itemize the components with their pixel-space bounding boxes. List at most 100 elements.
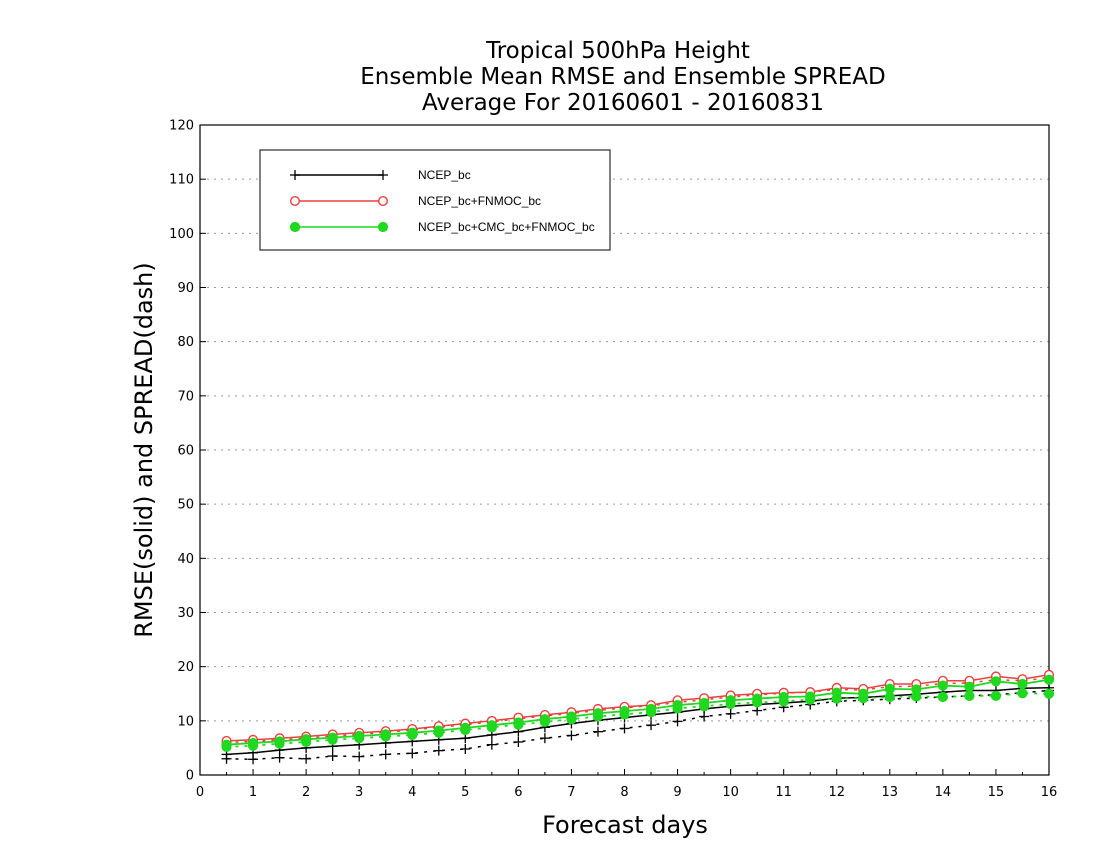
- rmse-point-ncep-bc-cmc-bc-fnmoc-bc: [433, 725, 444, 736]
- spread-point-ncep-bc: [672, 716, 683, 727]
- spread-point-ncep-bc: [380, 749, 391, 760]
- chart-title: Tropical 500hPa Height Ensemble Mean RMS…: [360, 38, 885, 116]
- y-tick-label: 90: [177, 281, 194, 296]
- rmse-point-ncep-bc-cmc-bc-fnmoc-bc: [672, 700, 683, 711]
- y-axis: 0 10 20 30 40 50 60 70 80 90 100 110 120: [169, 119, 206, 784]
- spread-point-ncep-bc-cmc-bc-fnmoc-bc: [937, 691, 948, 703]
- rmse-point-ncep-bc-cmc-bc-fnmoc-bc: [566, 711, 577, 722]
- spread-point-ncep-bc: [513, 736, 524, 747]
- rmse-point-ncep-bc-cmc-bc-fnmoc-bc: [725, 695, 736, 706]
- rmse-point-ncep-bc-cmc-bc-fnmoc-bc: [327, 732, 338, 743]
- rmse-point-ncep-bc-cmc-bc-fnmoc-bc: [1043, 674, 1055, 685]
- rmse-line-ncep-bc-fnmoc-bc: [226, 674, 1050, 742]
- y-tick-label: 70: [177, 389, 194, 404]
- x-tick-label: 12: [828, 785, 845, 800]
- spread-point-ncep-bc: [592, 726, 603, 737]
- rmse-point-ncep-bc-cmc-bc-fnmoc-bc: [301, 734, 312, 745]
- spread-point-ncep-bc-cmc-bc-fnmoc-bc: [1043, 688, 1055, 699]
- rmse-point-ncep-bc-cmc-bc-fnmoc-bc: [247, 737, 259, 749]
- rmse-point-ncep-bc-cmc-bc-fnmoc-bc: [274, 736, 285, 747]
- spread-point-ncep-bc: [619, 723, 630, 734]
- title-line-3: Average For 20160601 - 20160831: [422, 90, 824, 116]
- y-axis-title: RMSE(solid) and SPREAD(dash): [130, 262, 158, 638]
- grid: [200, 178, 1049, 722]
- rmse-point-ncep-bc-cmc-bc-fnmoc-bc: [354, 730, 365, 742]
- rmse-point-ncep-bc-cmc-bc-fnmoc-bc: [911, 684, 922, 695]
- rmse-point-ncep-bc-cmc-bc-fnmoc-bc: [858, 688, 869, 699]
- x-tick-label: 7: [567, 785, 575, 800]
- spread-point-ncep-bc-cmc-bc-fnmoc-bc: [1017, 688, 1028, 699]
- legend-label: NCEP_bc+CMC_bc+FNMOC_bc: [418, 220, 595, 234]
- legend-item-ncep-bc-fnmoc-bc: NCEP_bc+FNMOC_bc: [290, 194, 541, 208]
- spread-point-ncep-bc: [433, 745, 444, 756]
- title-line-1: Tropical 500hPa Height: [485, 38, 750, 64]
- x-tick-label: 14: [935, 785, 952, 800]
- spread-point-ncep-bc-cmc-bc-fnmoc-bc: [964, 690, 975, 702]
- rmse-point-ncep-bc-cmc-bc-fnmoc-bc: [221, 739, 232, 750]
- x-tick-label: 0: [196, 785, 204, 800]
- x-tick-label: 10: [722, 785, 739, 800]
- rmse-point-ncep-bc-cmc-bc-fnmoc-bc: [937, 680, 948, 691]
- rmse-point-ncep-bc-cmc-bc-fnmoc-bc: [619, 705, 630, 717]
- rmse-point-ncep-bc-cmc-bc-fnmoc-bc: [778, 691, 789, 703]
- rmse-point-ncep-bc-cmc-bc-fnmoc-bc: [645, 703, 657, 715]
- rmse-line-ncep-bc-cmc-bc-fnmoc-bc: [226, 678, 1050, 746]
- legend: NCEP_bc NCEP_bc+FNMOC_bc NCEP_bc+CMC_bc+FN…: [259, 149, 611, 251]
- x-axis: 0 1 2 3 4 5 6 7 8 9 10 11 12 13 14 15 16: [196, 769, 1057, 800]
- spread-line-ncep-bc: [226, 689, 1050, 761]
- legend-box: [259, 149, 611, 251]
- legend-item-ncep-bc: NCEP_bc: [290, 168, 471, 182]
- y-tick-label: 80: [177, 335, 194, 350]
- spread-point-ncep-bc: [646, 720, 657, 731]
- legend-marker: [289, 221, 301, 233]
- y-tick-label: 60: [177, 444, 194, 459]
- x-tick-label: 9: [673, 785, 681, 800]
- title-line-2: Ensemble Mean RMSE and Ensemble SPREAD: [360, 64, 885, 90]
- legend-label: NCEP_bc: [418, 168, 471, 182]
- x-tick-label: 8: [620, 785, 628, 800]
- x-tick-label: 4: [408, 785, 416, 800]
- spread-point-ncep-bc: [566, 730, 577, 741]
- rmse-point-ncep-bc-cmc-bc-fnmoc-bc: [407, 727, 418, 738]
- spread-point-ncep-bc: [407, 748, 418, 759]
- x-tick-label: 1: [249, 785, 257, 800]
- series-lines: [226, 674, 1050, 761]
- legend-marker: [378, 195, 389, 206]
- legend-item-ncep-bc-cmc-bc-fnmoc-bc: NCEP_bc+CMC_bc+FNMOC_bc: [289, 220, 595, 234]
- y-tick-label: 100: [169, 227, 194, 242]
- rmse-point-ncep-bc-cmc-bc-fnmoc-bc: [805, 691, 816, 702]
- y-tick-label: 20: [177, 660, 194, 675]
- y-tick-label: 40: [177, 552, 194, 567]
- spread-point-ncep-bc: [460, 744, 471, 754]
- y-tick-label: 10: [177, 714, 194, 729]
- spread-point-ncep-bc: [327, 751, 338, 762]
- rmse-point-ncep-bc-cmc-bc-fnmoc-bc: [698, 697, 710, 709]
- spread-point-ncep-bc: [539, 733, 550, 744]
- rmse-point-ncep-bc-cmc-bc-fnmoc-bc: [831, 687, 842, 698]
- legend-marker: [290, 170, 300, 180]
- y-tick-label: 0: [186, 769, 194, 784]
- series-markers: [221, 669, 1055, 765]
- x-tick-label: 16: [1041, 785, 1058, 800]
- rmse-point-ncep-bc-cmc-bc-fnmoc-bc: [752, 693, 763, 704]
- rmse-point-ncep-bc-cmc-bc-fnmoc-bc: [539, 714, 551, 725]
- y-tick-label: 120: [169, 119, 194, 134]
- rmse-point-ncep-bc-cmc-bc-fnmoc-bc: [592, 708, 604, 719]
- rmse-point-ncep-bc-cmc-bc-fnmoc-bc: [990, 676, 1002, 687]
- x-axis-title: Forecast days: [542, 811, 708, 839]
- x-tick-label: 11: [775, 785, 792, 800]
- y-tick-label: 30: [177, 606, 194, 621]
- x-tick-label: 2: [302, 785, 310, 800]
- legend-marker: [378, 170, 388, 180]
- spread-point-ncep-bc: [301, 753, 312, 764]
- x-tick-label: 3: [355, 785, 363, 800]
- rmse-point-ncep-bc-cmc-bc-fnmoc-bc: [380, 729, 391, 740]
- legend-marker: [377, 221, 389, 233]
- y-tick-label: 110: [169, 173, 194, 188]
- spread-point-ncep-bc: [486, 739, 497, 750]
- rmse-point-ncep-bc-cmc-bc-fnmoc-bc: [486, 720, 497, 731]
- x-tick-label: 15: [988, 785, 1005, 800]
- x-tick-label: 6: [514, 785, 522, 800]
- rmse-point-ncep-bc-cmc-bc-fnmoc-bc: [884, 683, 895, 694]
